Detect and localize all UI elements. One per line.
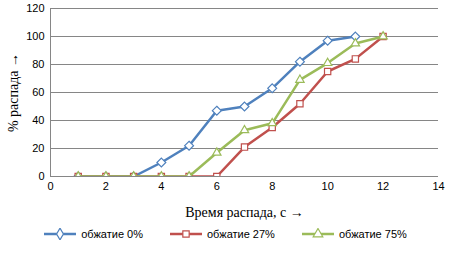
svg-text:6: 6 [214,180,220,192]
svg-text:20: 20 [32,142,44,154]
svg-text:4: 4 [158,180,164,192]
html-text:обжатие 27%: обжатие 27% [207,228,275,240]
svg-text:10: 10 [322,180,334,192]
svg-text:% распада →: % распада → [6,53,21,132]
svg-text:100: 100 [26,30,44,42]
html-text:обжатие 75%: обжатие 75% [338,228,407,240]
html-text:обжатие 0%: обжатие 0% [81,228,143,240]
svg-text:0: 0 [38,170,44,182]
svg-text:60: 60 [32,86,44,98]
svg-text:120: 120 [26,2,44,14]
svg-text:14: 14 [432,180,444,192]
svg-text:Время распада, с →: Время распада, с → [185,205,304,220]
svg-text:80: 80 [32,58,44,70]
svg-text:40: 40 [32,114,44,126]
svg-text:0: 0 [47,180,53,192]
svg-text:2: 2 [103,180,109,192]
svg-text:8: 8 [269,180,275,192]
svg-text:12: 12 [377,180,389,192]
